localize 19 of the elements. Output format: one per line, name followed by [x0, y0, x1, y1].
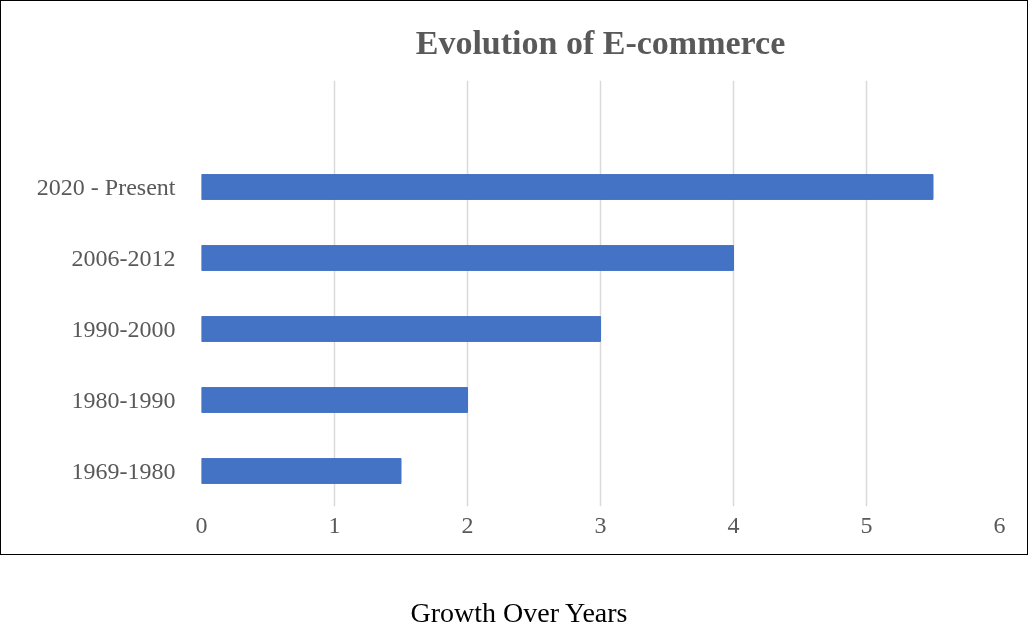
- y-tick-label: 1969-1980: [71, 458, 176, 484]
- x-tick-label: 0: [195, 511, 208, 538]
- x-tick-label: 3: [594, 511, 607, 538]
- y-tick-label: 1980-1990: [71, 387, 176, 413]
- bar: [201, 387, 468, 413]
- bar: [201, 316, 601, 342]
- y-tick-label: 2006-2012: [71, 245, 176, 271]
- x-tick-label: 1: [328, 511, 341, 538]
- x-tick-label: 6: [993, 511, 1006, 538]
- x-tick-label: 5: [860, 511, 873, 538]
- bar: [201, 174, 934, 200]
- chart-title: Evolution of E-commerce: [415, 23, 786, 61]
- y-tick-label: 1990-2000: [71, 316, 176, 342]
- bar: [201, 458, 402, 484]
- y-tick-label: 2020 - Present: [36, 174, 176, 200]
- x-axis-title: Growth Over Years: [410, 596, 628, 630]
- x-tick-label: 4: [727, 511, 740, 538]
- bar: [201, 245, 734, 271]
- x-tick-label: 2: [461, 511, 474, 538]
